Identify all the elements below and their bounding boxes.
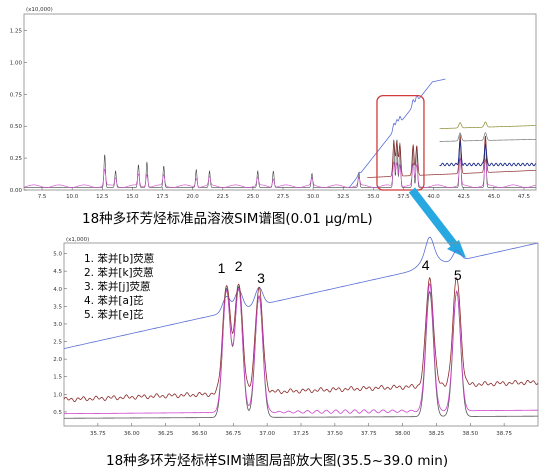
peak-labels: 1 23 4 5 bbox=[218, 257, 462, 286]
top-x-tick-label: 10.0 bbox=[66, 194, 79, 200]
legend-item-5: 5. 苯并[e]芘 bbox=[84, 308, 144, 321]
bottom-y-tick-label: 1.0 bbox=[53, 392, 62, 398]
bottom-y-tick-label: 2.5 bbox=[53, 340, 62, 346]
top-y-tick-label: 1.25 bbox=[10, 29, 23, 35]
bottom-y-tick-label: 2.0 bbox=[53, 357, 62, 363]
top-y-tick-label: 1.00 bbox=[10, 60, 23, 66]
top-trace-darkred bbox=[367, 136, 536, 178]
top-x-tick-label: 30.0 bbox=[307, 194, 320, 200]
bottom-y-tick-label: 0.5 bbox=[53, 410, 62, 416]
top-x-tick-label: 37.5 bbox=[397, 194, 410, 200]
top-x-tick-label: 42.5 bbox=[458, 194, 471, 200]
top-x-tick-label: 7.5 bbox=[38, 194, 47, 200]
top-x-tick-label: 40.0 bbox=[427, 194, 440, 200]
bottom-x-tick-label: 38.00 bbox=[395, 431, 411, 437]
bottom-y-tick-label: 4.5 bbox=[53, 269, 62, 275]
peak-label-1: 1 bbox=[218, 260, 226, 276]
zoom-arrow bbox=[408, 187, 466, 258]
top-trace-olive bbox=[439, 121, 536, 129]
top-x-tick-label: 20.0 bbox=[187, 194, 200, 200]
bottom-y-tick-label: 3.0 bbox=[53, 322, 62, 328]
bottom-x-tick-label: 37.25 bbox=[293, 431, 309, 437]
top-x-tick-label: 47.5 bbox=[518, 194, 531, 200]
bottom-y-tick-label: 1.5 bbox=[53, 375, 62, 381]
bottom-y-tick-label: 4.0 bbox=[53, 287, 62, 293]
bottom-x-tick-label: 37.75 bbox=[361, 431, 377, 437]
bottom-caption: 18种多环芳烃标样SIM谱图局部放大图(35.5~39.0 min) bbox=[106, 452, 448, 469]
peak-label-2: 2 bbox=[235, 258, 243, 274]
bottom-x-tick-label: 38.75 bbox=[496, 431, 512, 437]
top-x-tick-label: 15.0 bbox=[126, 194, 139, 200]
bottom-x-tick-label: 36.25 bbox=[158, 431, 174, 437]
bottom-x-tick-label: 36.50 bbox=[192, 431, 208, 437]
compound-legend: 1. 苯并[b]荧蒽 2. 苯并[k]荧蒽 3. 苯并[j]荧蒽 4. 苯并[a… bbox=[84, 252, 155, 321]
top-x-tick-label: 32.5 bbox=[337, 194, 350, 200]
peak-label-4: 4 bbox=[422, 257, 430, 273]
zoom-arrow-shaft bbox=[408, 187, 460, 250]
top-trace-navy bbox=[439, 140, 537, 167]
bottom-x-tick-label: 38.50 bbox=[462, 431, 478, 437]
top-caption: 18种多环芳烃标准品溶液SIM谱图(0.01 μg/mL) bbox=[82, 210, 373, 227]
top-y-tick-label: 0.25 bbox=[10, 156, 23, 162]
top-x-tick-label: 22.5 bbox=[217, 194, 230, 200]
top-y-scale-label: (x10,000) bbox=[26, 7, 53, 13]
bottom-traces bbox=[63, 236, 539, 419]
top-x-tick-label: 35.0 bbox=[367, 194, 380, 200]
top-traces bbox=[23, 78, 537, 188]
top-x-tick-label: 12.5 bbox=[96, 194, 109, 200]
bottom-x-tick-label: 37.50 bbox=[327, 431, 343, 437]
bottom-x-axis: 35.75 36.00 36.25 36.50 36.75 37.00 37.25 37.50… bbox=[90, 423, 513, 437]
top-x-tick-label: 17.5 bbox=[156, 194, 169, 200]
bottom-y-scale-label: (x1,000) bbox=[66, 237, 89, 243]
zoomed-sim-chromatogram: (x1,000) 0.51.01.52.02.53.03.54.04.55.0 … bbox=[53, 236, 539, 437]
top-y-tick-label: 0.50 bbox=[10, 124, 23, 130]
bottom-y-axis: 0.5 1.0 1.5 2.0 2.5 3.0 3.5 4.0 4.5 5.0 bbox=[53, 252, 67, 416]
top-plot-frame bbox=[23, 13, 537, 191]
legend-item-4: 4. 苯并[a]芘 bbox=[84, 294, 143, 307]
peak-label-5: 5 bbox=[454, 267, 462, 283]
bottom-x-tick-label: 36.75 bbox=[225, 431, 241, 437]
bottom-x-tick-label: 35.75 bbox=[90, 431, 106, 437]
bottom-x-tick-label: 37.00 bbox=[259, 431, 275, 437]
full-sim-chromatogram: (x10,000) 0.00 0.25 0.50 0.75 1.00 1.25 7.5 10… bbox=[10, 7, 537, 200]
top-x-axis: 7.5 10.0 12.5 15.0 17.5 20.0 22.5 25.0 27.5 30.0 3… bbox=[38, 187, 531, 200]
top-x-tick-label: 27.5 bbox=[277, 194, 290, 200]
legend-item-1: 1. 苯并[b]荧蒽 bbox=[84, 252, 155, 265]
bottom-trace-2 bbox=[63, 276, 539, 403]
bottom-y-tick-label: 3.5 bbox=[53, 304, 62, 310]
zoom-region-box bbox=[376, 94, 425, 191]
top-y-tick-label: 0.00 bbox=[10, 188, 23, 194]
legend-item-2: 2. 苯并[k]荧蒽 bbox=[84, 266, 154, 279]
top-y-axis: 0.00 0.25 0.50 0.75 1.00 1.25 bbox=[10, 29, 27, 194]
bottom-trace-1 bbox=[63, 236, 539, 349]
bottom-y-tick-label: 5.0 bbox=[53, 252, 62, 258]
top-x-tick-label: 25.0 bbox=[247, 194, 260, 200]
peak-label-3: 3 bbox=[257, 270, 265, 286]
bottom-x-tick-label: 38.25 bbox=[429, 431, 445, 437]
top-trace-blue bbox=[348, 78, 446, 188]
top-y-tick-label: 0.75 bbox=[10, 92, 23, 98]
top-trace-upper-gray bbox=[439, 132, 536, 142]
legend-item-3: 3. 苯并[j]荧蒽 bbox=[84, 280, 151, 293]
top-x-tick-label: 45.0 bbox=[488, 194, 501, 200]
bottom-x-tick-label: 36.00 bbox=[124, 431, 140, 437]
bottom-trace-4 bbox=[64, 282, 538, 415]
zoom-arrow-head bbox=[447, 240, 466, 258]
top-trace-magenta bbox=[23, 157, 536, 188]
